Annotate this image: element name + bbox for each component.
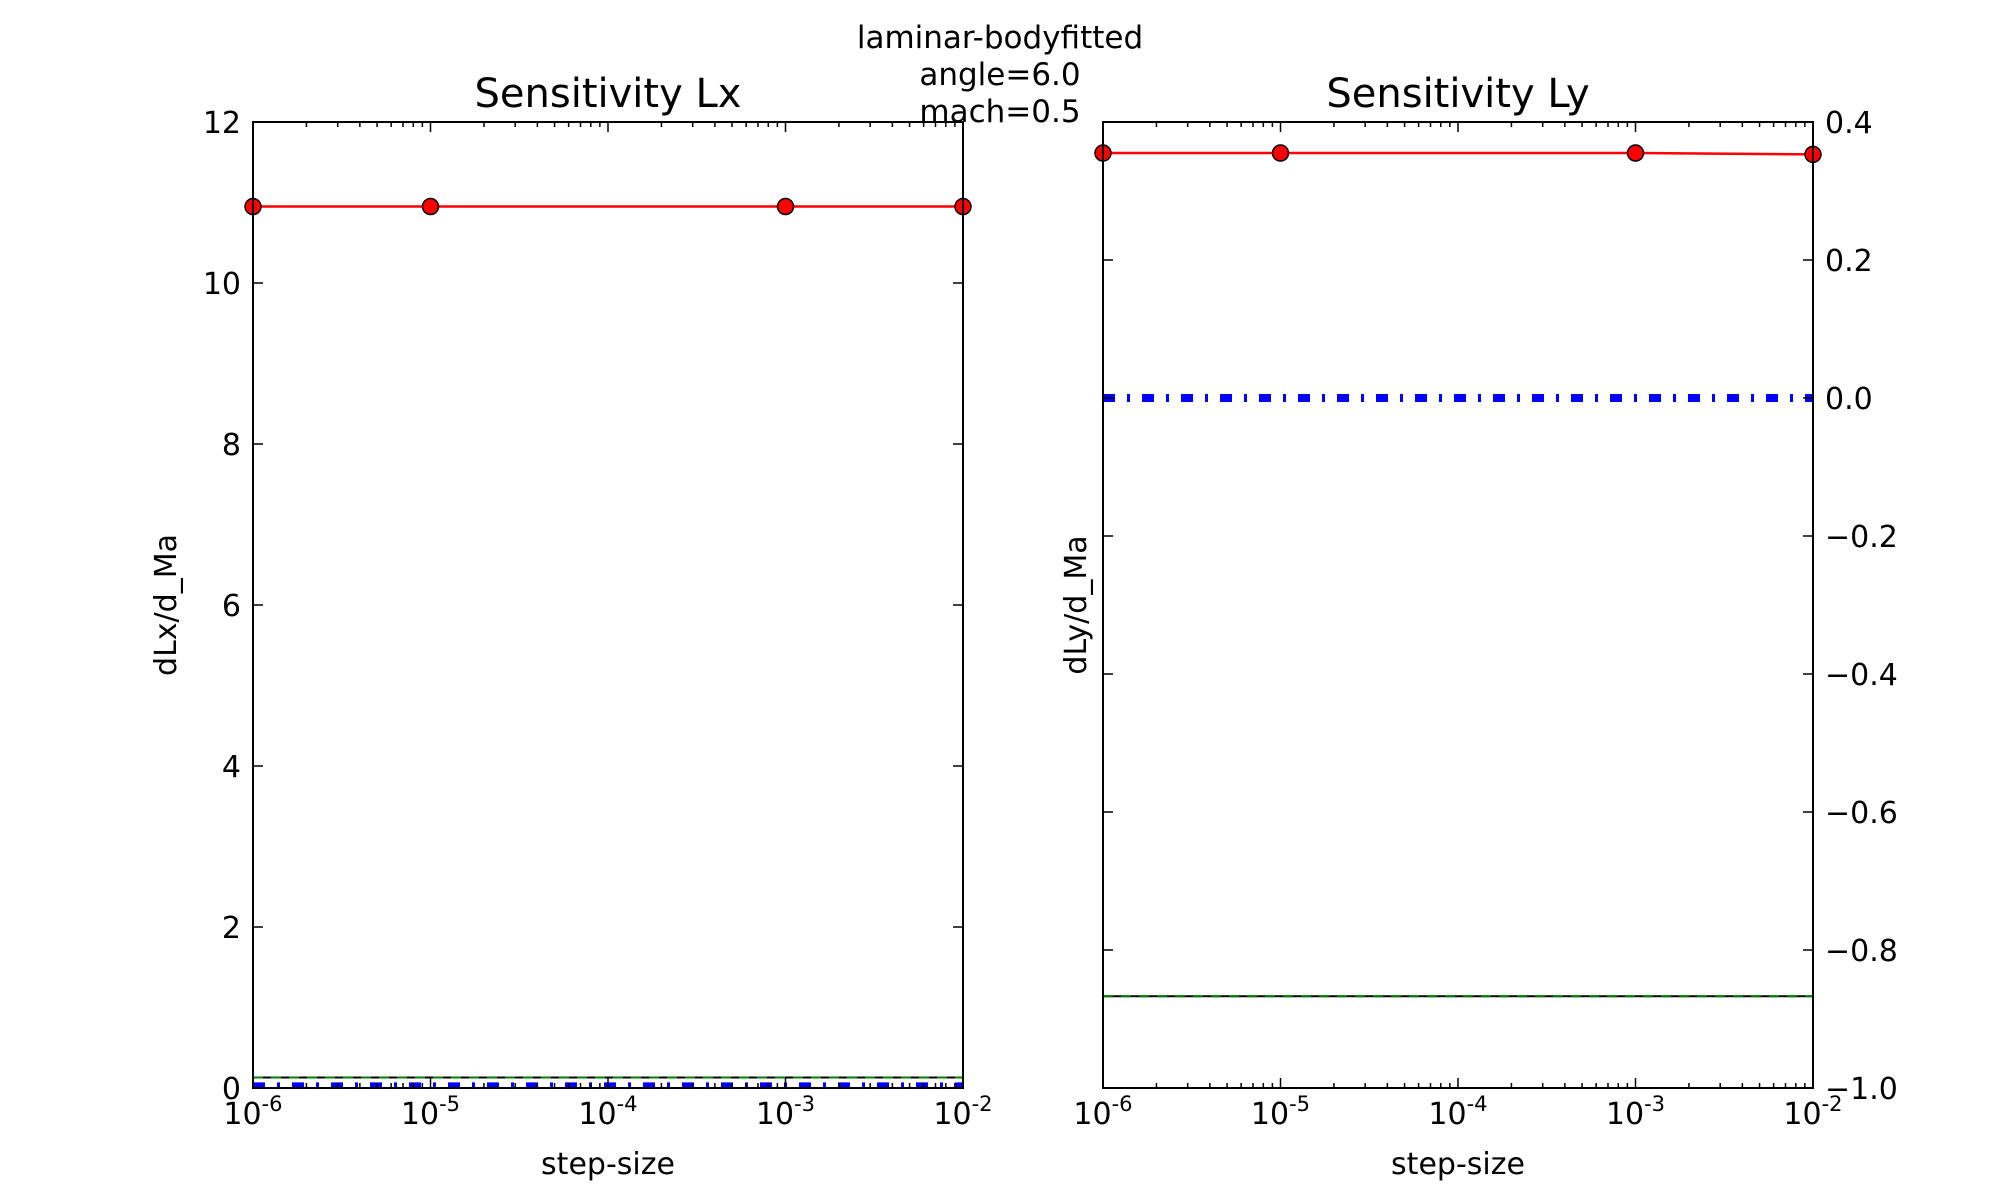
chart-panel-lx: 10-6 10-5 10-4 10-3 10-2024681012Sensitivity… (149, 71, 993, 1182)
x-tick-label: 10-2 (933, 1092, 992, 1132)
x-tick-exponent: -4 (1467, 1092, 1488, 1116)
y-tick-label: 6 (222, 589, 241, 624)
x-tick-exponent: -6 (1112, 1092, 1133, 1116)
x-tick-exponent: -6 (262, 1092, 283, 1116)
y-tick-label: 4 (222, 750, 241, 785)
x-tick-label: 10-4 (578, 1092, 637, 1132)
axes-frame (252, 121, 964, 1089)
y-tick-label: −0.4 (1825, 658, 1898, 693)
data-point (421, 197, 440, 216)
y-tick-label: 10 (203, 267, 241, 302)
y-tick-label: 0.2 (1825, 244, 1873, 279)
y-tick-label: −0.6 (1825, 796, 1898, 831)
chart-title: Sensitivity Lx (475, 71, 742, 117)
x-tick-base: 10 (1606, 1097, 1644, 1132)
chart-panel-ly: 10-6 10-5 10-4 10-3 10-2−1.0−0.8−0.6−0.4−0.2… (1059, 71, 1898, 1182)
x-tick-base: 10 (401, 1097, 439, 1132)
suptitle: laminar-bodyfitted angle=6.0 mach=0.5 (857, 20, 1143, 130)
y-ticks (253, 121, 963, 1089)
x-tick-base: 10 (1783, 1097, 1821, 1132)
y-ticks (1103, 121, 1813, 1089)
data-point (1271, 144, 1290, 162)
y-tick-label: 0.0 (1825, 382, 1873, 417)
x-tick-label: 10-4 (1428, 1092, 1487, 1132)
x-tick-exponent: -5 (1289, 1092, 1310, 1116)
x-tick-label: 10-2 (1783, 1092, 1842, 1132)
chart-title: Sensitivity Ly (1326, 71, 1589, 117)
x-ticks (252, 122, 964, 1088)
suptitle-line-2: angle=6.0 (919, 57, 1080, 93)
x-tick-label: 10-3 (1606, 1092, 1665, 1132)
axes-frame (1102, 121, 1814, 1089)
x-tick-exponent: -2 (1822, 1092, 1843, 1116)
series-group (1103, 151, 1813, 998)
x-tick-base: 10 (933, 1097, 971, 1132)
x-tick-base: 10 (756, 1097, 794, 1132)
x-axis-label: step-size (541, 1147, 675, 1182)
series-line-0 (1103, 151, 1813, 156)
y-tick-label: −0.2 (1825, 520, 1898, 555)
x-tick-label: 10-6 (223, 1092, 282, 1132)
x-tick-label: 10-3 (756, 1092, 815, 1132)
x-tick-label: 10-5 (401, 1092, 460, 1132)
x-tick-exponent: -2 (972, 1092, 993, 1116)
x-tick-label: 10-5 (1251, 1092, 1310, 1132)
y-tick-label: 12 (203, 106, 241, 141)
data-point (776, 197, 795, 216)
x-tick-exponent: -3 (1644, 1092, 1665, 1116)
y-axis-label: dLx/d_Ma (149, 534, 184, 676)
x-tick-base: 10 (1428, 1097, 1466, 1132)
x-tick-label: 10-6 (1073, 1092, 1132, 1132)
x-tick-base: 10 (578, 1097, 616, 1132)
y-tick-label: 0 (222, 1072, 241, 1107)
x-ticks (1102, 122, 1814, 1088)
y-tick-label: −0.8 (1825, 934, 1898, 969)
y-tick-label: 8 (222, 428, 241, 463)
x-tick-exponent: -4 (617, 1092, 638, 1116)
x-tick-exponent: -3 (794, 1092, 815, 1116)
data-point (1626, 144, 1645, 162)
x-tick-base: 10 (223, 1097, 261, 1132)
x-tick-base: 10 (1251, 1097, 1289, 1132)
y-axis-label: dLy/d_Ma (1059, 535, 1094, 674)
x-tick-exponent: -5 (439, 1092, 460, 1116)
y-tick-label: 0.4 (1825, 106, 1873, 141)
y-tick-label: −1.0 (1825, 1072, 1898, 1107)
x-axis-label: step-size (1391, 1147, 1525, 1182)
suptitle-line-1: laminar-bodyfitted (857, 20, 1143, 56)
y-tick-label: 2 (222, 911, 241, 946)
series-group (253, 205, 963, 1088)
x-tick-base: 10 (1073, 1097, 1111, 1132)
suptitle-line-3: mach=0.5 (919, 94, 1080, 130)
